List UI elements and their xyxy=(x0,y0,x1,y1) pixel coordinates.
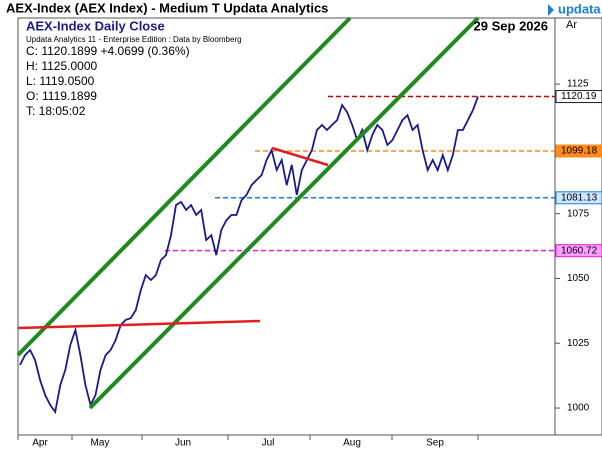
x-tick-label: Jul xyxy=(262,438,275,449)
axis-tag: Ar xyxy=(566,19,577,31)
level-box xyxy=(555,244,602,258)
level-box xyxy=(555,90,602,104)
info-line: H: 1125.0000 xyxy=(26,59,97,73)
trend-red-short xyxy=(271,146,329,167)
y-tick-label: 1075 xyxy=(567,208,590,219)
x-tick-label: Jun xyxy=(175,438,191,449)
brand: updata xyxy=(558,1,601,16)
level-label: 1099.18 xyxy=(561,146,598,157)
level-box xyxy=(555,144,602,158)
channel-lower xyxy=(88,16,480,410)
y-tick-label: 1050 xyxy=(567,273,590,284)
chart-title: AEX-Index Daily Close xyxy=(26,18,165,33)
level-label: 1060.72 xyxy=(561,245,598,256)
date-label: 29 Sep 2026 xyxy=(474,18,548,33)
x-tick-label: Sep xyxy=(426,438,444,449)
info-line: O: 1119.1899 xyxy=(26,89,97,103)
y-tick-label: 1125 xyxy=(567,79,589,90)
y-tick-label: 1000 xyxy=(567,403,590,414)
level-label: 1120.19 xyxy=(561,91,597,102)
info-line: C: 1120.1899 +4.0699 (0.36%) xyxy=(26,44,190,58)
info-line: T: 18:05:02 xyxy=(26,104,86,118)
subtitle: Updata Analytics 11 - Enterprise Edition… xyxy=(26,35,242,44)
channel-upper xyxy=(16,16,352,357)
trend-red xyxy=(17,319,261,330)
y-tick-label: 1025 xyxy=(567,338,590,349)
brand-logo: updata xyxy=(548,1,601,16)
level-box xyxy=(555,191,602,205)
info-line: L: 1119.0500 xyxy=(26,74,95,88)
window-title: AEX-Index (AEX Index) - Medium T Updata … xyxy=(6,0,328,15)
x-tick-label: Aug xyxy=(343,438,361,449)
trend-lines xyxy=(16,16,480,410)
x-tick-label: Apr xyxy=(32,438,48,449)
plot-area xyxy=(19,95,555,415)
y-axis-panel xyxy=(554,17,602,436)
price-line xyxy=(19,96,479,415)
level-label: 1081.13 xyxy=(561,192,598,203)
x-tick-label: May xyxy=(91,438,110,449)
